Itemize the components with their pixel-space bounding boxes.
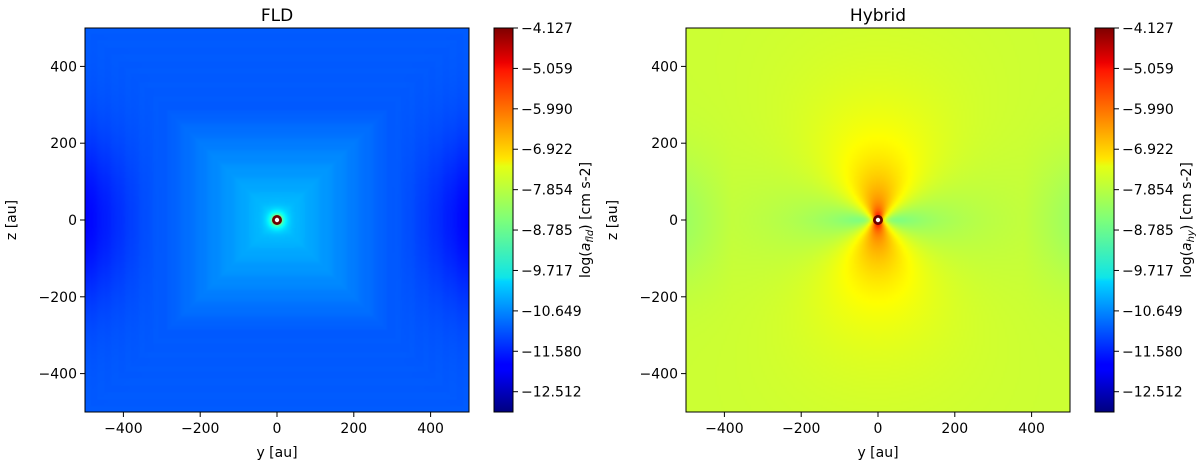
hybrid-source-marker <box>873 215 883 225</box>
hybrid-ylabel: z [au] <box>605 200 621 240</box>
colorbar-tick-label: −12.512 <box>521 385 582 401</box>
fld-xticks: −400 −200 0 200 400 <box>104 412 444 437</box>
colorbar-tick-label: −10.649 <box>1122 304 1183 320</box>
fld-source-marker <box>272 215 282 225</box>
hybrid-xticks: −400 −200 0 200 400 <box>705 412 1045 437</box>
y-tick-label: 400 <box>651 59 678 75</box>
fld-colorbar-ticks: −4.127 −5.059 −5.990 −6.922 −7.854 −8.785 −9.7… <box>513 21 582 401</box>
colorbar-tick-label: −5.059 <box>521 61 573 77</box>
colorbar-tick-label: −6.922 <box>1122 142 1174 158</box>
y-tick-label: 0 <box>669 213 678 229</box>
x-tick-label: 400 <box>1018 421 1045 437</box>
fld-panel: FLD −400 −200 0 200 400 −400 −200 0 200 400 y [a… <box>4 6 596 461</box>
hybrid-xlabel: y [au] <box>857 445 898 461</box>
hybrid-colorbar-ticks: −4.127 −5.059 −5.990 −6.922 −7.854 −8.785 −9.7… <box>1114 21 1183 401</box>
fld-ylabel: z [au] <box>4 200 20 240</box>
fld-colorbar-label: log(afld) [cm s-2] <box>578 162 596 278</box>
x-tick-label: 200 <box>340 421 367 437</box>
y-tick-label: 200 <box>651 136 678 152</box>
colorbar-tick-label: −5.990 <box>521 102 573 118</box>
hybrid-yticks: −400 −200 0 200 400 <box>640 59 686 383</box>
y-tick-label: −200 <box>39 290 77 306</box>
x-tick-label: 200 <box>941 421 968 437</box>
colorbar-tick-label: −10.649 <box>521 304 582 320</box>
x-tick-label: −200 <box>181 421 219 437</box>
x-tick-label: −400 <box>104 421 142 437</box>
x-tick-label: −400 <box>705 421 743 437</box>
y-tick-label: 0 <box>68 213 77 229</box>
colorbar-tick-label: −5.990 <box>1122 102 1174 118</box>
colorbar-tick-label: −12.512 <box>1122 385 1183 401</box>
colorbar-tick-label: −4.127 <box>521 21 573 37</box>
y-tick-label: −200 <box>640 290 678 306</box>
colorbar-tick-label: −11.580 <box>1122 344 1183 360</box>
x-tick-label: 0 <box>273 421 282 437</box>
y-tick-label: −400 <box>640 367 678 383</box>
fld-yticks: −400 −200 0 200 400 <box>39 59 85 383</box>
x-tick-label: −200 <box>782 421 820 437</box>
x-tick-label: 400 <box>417 421 444 437</box>
hybrid-panel: Hybrid −400 −200 0 200 400 −400 −200 0 200 400 y… <box>605 6 1197 461</box>
y-tick-label: 200 <box>50 136 77 152</box>
y-tick-label: −400 <box>39 367 77 383</box>
colorbar-tick-label: −11.580 <box>521 344 582 360</box>
colorbar-tick-label: −7.854 <box>1122 183 1174 199</box>
colorbar-tick-label: −9.717 <box>521 263 573 279</box>
colorbar-tick-label: −5.059 <box>1122 61 1174 77</box>
colorbar-tick-label: −9.717 <box>1122 263 1174 279</box>
hybrid-colorbar <box>1094 27 1115 413</box>
y-tick-label: 400 <box>50 59 77 75</box>
fld-xlabel: y [au] <box>256 445 297 461</box>
x-tick-label: 0 <box>874 421 883 437</box>
colorbar-tick-label: −7.854 <box>521 183 573 199</box>
colorbar-tick-label: −4.127 <box>1122 21 1174 37</box>
fld-title: FLD <box>261 6 293 26</box>
colorbar-tick-label: −8.785 <box>1122 223 1174 239</box>
hybrid-colorbar-label: log(ahy) [cm s-2] <box>1179 162 1197 278</box>
colorbar-tick-label: −6.922 <box>521 142 573 158</box>
colorbar-tick-label: −8.785 <box>521 223 573 239</box>
fld-colorbar <box>493 27 514 413</box>
hybrid-title: Hybrid <box>850 6 906 26</box>
